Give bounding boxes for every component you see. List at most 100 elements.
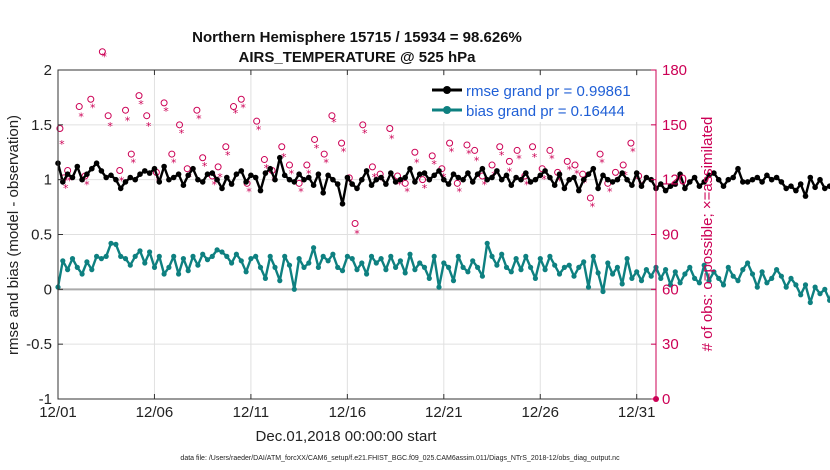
- rmse-point: [571, 174, 577, 181]
- obs-assimilated-marker: *: [217, 171, 223, 184]
- bias-point: [769, 275, 775, 281]
- bias-point: [359, 260, 365, 266]
- bias-point: [571, 273, 577, 279]
- rmse-point: [74, 163, 81, 170]
- obs-possible-marker: [237, 95, 245, 103]
- rmse-point: [344, 174, 351, 181]
- bias-point: [277, 278, 283, 284]
- bias-point: [330, 251, 336, 257]
- bias-point: [320, 253, 326, 259]
- obs-assimilated-marker: *: [499, 149, 505, 162]
- rmse-point: [768, 176, 775, 183]
- rmse-point: [296, 171, 302, 177]
- rmse-point: [532, 176, 539, 183]
- bias-point: [200, 251, 206, 257]
- bias-point: [311, 245, 317, 251]
- bias-point: [648, 273, 654, 279]
- rmse-point: [204, 171, 211, 177]
- obs-possible-marker: [135, 92, 143, 100]
- rmse-point: [325, 172, 331, 179]
- bias-point: [224, 253, 230, 259]
- x-tick-label: 12/11: [233, 404, 269, 421]
- rmse-point: [677, 171, 683, 177]
- rmse-point: [595, 185, 601, 192]
- bias-point: [701, 262, 707, 268]
- obs-possible-marker: [351, 220, 359, 228]
- bias-point: [508, 269, 514, 275]
- bias-point: [204, 257, 211, 263]
- obs-assimilated-marker: *: [532, 151, 538, 164]
- rmse-point: [638, 183, 645, 189]
- rmse-point: [315, 171, 322, 177]
- rmse-point: [450, 171, 457, 177]
- obs-assimilated-marker: *: [225, 149, 231, 162]
- bias-point: [667, 282, 674, 288]
- bias-point: [595, 270, 601, 276]
- obs-possible-marker: [143, 112, 151, 120]
- bias-point: [397, 258, 403, 264]
- rmse-point: [773, 174, 780, 181]
- bias-point: [716, 275, 722, 281]
- obs-possible-marker: [513, 146, 521, 154]
- bias-point: [682, 271, 688, 277]
- obs-assimilated-marker: *: [264, 162, 270, 175]
- y-axis-left-label: rmse and bias (model - observation): [5, 115, 22, 355]
- rmse-point: [161, 163, 167, 170]
- obs-assimilated-marker: *: [59, 138, 65, 151]
- bias-point: [552, 262, 558, 268]
- rmse-point: [498, 176, 505, 183]
- rmse-point: [79, 176, 85, 183]
- obs-assimilated-marker: *: [306, 167, 312, 180]
- bias-point: [711, 269, 717, 275]
- obs-possible-marker: [546, 146, 554, 154]
- rmse-point: [286, 176, 293, 183]
- bias-point: [759, 269, 765, 275]
- obs-assimilated-marker: *: [125, 114, 131, 127]
- obs-assimilated-marker: *: [566, 164, 572, 177]
- rmse-point: [518, 176, 524, 183]
- bias-point: [60, 258, 66, 264]
- bias-point: [696, 280, 703, 286]
- obs-possible-marker: [193, 106, 201, 114]
- rmse-point: [590, 165, 597, 172]
- obs-possible-marker: [278, 143, 286, 151]
- bias-point: [272, 264, 278, 270]
- rmse-point: [764, 172, 770, 179]
- obs-possible-marker: [199, 154, 207, 162]
- bias-point: [740, 267, 746, 273]
- bias-point: [378, 256, 384, 262]
- obs-possible-marker: [260, 156, 268, 164]
- bias-point: [827, 297, 830, 303]
- bias-point: [402, 270, 408, 276]
- rmse-point: [306, 174, 312, 181]
- rmse-point: [60, 179, 66, 185]
- bias-point: [156, 253, 162, 259]
- bias-point: [171, 253, 177, 259]
- obs-assimilated-marker: *: [298, 186, 304, 199]
- obs-assimilated-marker: *: [582, 176, 588, 189]
- rmse-point: [687, 179, 693, 185]
- bias-point: [566, 262, 572, 268]
- obs-possible-marker: [496, 143, 504, 151]
- rmse-point: [84, 171, 90, 177]
- obs-assimilated-marker: *: [202, 160, 208, 173]
- obs-possible-marker: [116, 167, 124, 175]
- rmse-point: [199, 179, 206, 185]
- rmse-point: [421, 170, 428, 176]
- rmse-point: [257, 187, 264, 194]
- rmse-point: [132, 176, 138, 183]
- bias-point: [783, 284, 789, 290]
- rmse-point: [103, 174, 109, 181]
- rmse-point: [720, 183, 727, 189]
- rmse-point: [180, 182, 187, 188]
- y-right-tick-label: 150: [662, 117, 687, 134]
- rmse-point: [166, 176, 172, 183]
- bias-point: [243, 269, 249, 275]
- obs-assimilated-marker: *: [362, 127, 368, 140]
- bias-point: [518, 267, 524, 273]
- obs-assimilated-marker: *: [590, 200, 596, 213]
- legend-bias-marker: [443, 106, 451, 114]
- rmse-point: [330, 176, 336, 183]
- rmse-point: [219, 185, 225, 192]
- bias-point: [590, 253, 596, 259]
